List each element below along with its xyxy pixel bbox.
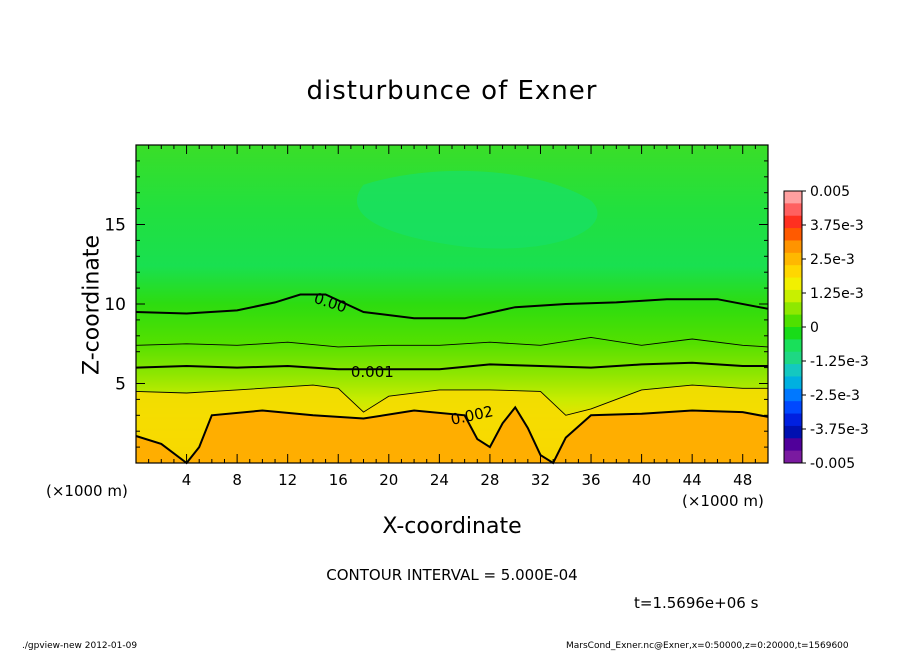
colorbar-label: -0.005 <box>810 456 855 472</box>
colorbar-label: 2.5e-3 <box>810 252 855 268</box>
colorbar-label: -1.25e-3 <box>810 354 869 370</box>
x-tick-label: 12 <box>278 471 297 489</box>
contour-line <box>135 336 769 348</box>
field-band-negative <box>356 170 598 249</box>
colorbar-swatch <box>784 327 802 340</box>
x-tick-label: 4 <box>182 471 192 489</box>
colorbar-label: 0 <box>810 320 819 336</box>
colorbar-swatch <box>784 252 802 266</box>
colorbar-swatch <box>784 351 802 365</box>
time-label: t=1.5696e+06 s <box>634 594 759 612</box>
y-tick-label: 5 <box>115 375 126 395</box>
y-tick-label: 15 <box>104 216 126 236</box>
x-tick-label: 40 <box>632 471 651 489</box>
colorbar-swatch <box>784 191 802 204</box>
colorbar-swatch <box>784 228 802 241</box>
colorbar-swatch <box>784 277 802 291</box>
colorbar-swatch <box>784 376 802 390</box>
footer-right: MarsCond_Exner.nc@Exner,x=0:50000,z=0:20… <box>566 641 849 651</box>
colorbar-swatch <box>784 438 802 452</box>
colorbar-swatch <box>784 302 802 316</box>
x-tick-label: 36 <box>581 471 600 489</box>
colorbar-label: 1.25e-3 <box>810 286 864 302</box>
colorbar-swatch <box>784 339 802 353</box>
field-band-high <box>136 407 768 463</box>
x-tick-label: 20 <box>379 471 398 489</box>
x-tick-label: 44 <box>683 471 702 489</box>
colorbar-label: -3.75e-3 <box>810 422 869 438</box>
colorbar-swatch <box>784 240 802 254</box>
colorbar-swatch <box>784 314 802 328</box>
colorbar-swatch <box>784 265 802 279</box>
contour-line <box>135 384 768 416</box>
x-tick-label: 32 <box>531 471 550 489</box>
x-tick-label: 8 <box>232 471 242 489</box>
field-band-mid <box>136 385 768 463</box>
colorbar-swatch <box>784 425 802 439</box>
x-axis-label: X-coordinate <box>382 514 522 539</box>
colorbar-label: 0.005 <box>810 184 850 200</box>
colorbar-label: -2.5e-3 <box>810 388 860 404</box>
x-tick-label: 24 <box>430 471 449 489</box>
x-tick-label: 16 <box>329 471 348 489</box>
x-unit-left: (×1000 m) <box>46 482 128 500</box>
contour-interval-label: CONTOUR INTERVAL = 5.000E-04 <box>326 566 578 584</box>
colorbar-swatch <box>784 203 802 217</box>
y-tick-label: 10 <box>104 295 126 315</box>
contour-line <box>135 361 768 371</box>
colorbar-swatch <box>784 388 802 402</box>
contour-line <box>135 405 769 465</box>
x-tick-label: 48 <box>733 471 752 489</box>
contour-label: 0.001 <box>351 363 394 381</box>
colorbar-label: 3.75e-3 <box>810 218 864 234</box>
colorbar-swatch <box>784 215 802 229</box>
colorbar-swatch <box>784 364 802 377</box>
contour-line <box>135 293 769 320</box>
colorbar-swatch <box>784 401 802 415</box>
colorbar-swatch <box>784 413 802 427</box>
x-tick-label: 28 <box>480 471 499 489</box>
footer-left: ./gpview-new 2012-01-09 <box>22 641 138 651</box>
colorbar-swatch <box>784 450 802 464</box>
x-unit-right: (×1000 m) <box>682 492 764 510</box>
chart-title: disturbunce of Exner <box>306 76 598 106</box>
colorbar-swatch <box>784 289 802 303</box>
